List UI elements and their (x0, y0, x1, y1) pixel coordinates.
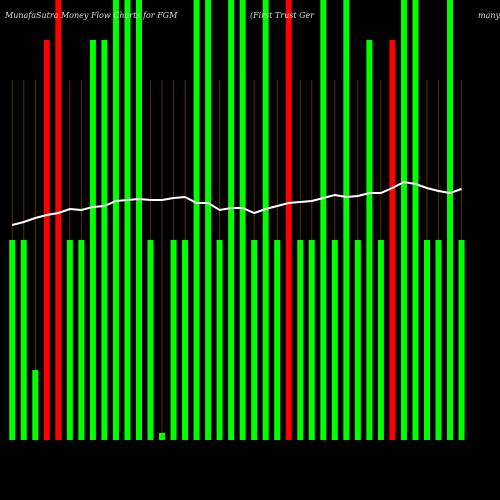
bar (412, 0, 419, 440)
chart-subtitle-end: many (478, 11, 500, 20)
bar (377, 240, 384, 440)
bar (101, 40, 108, 440)
bar (435, 240, 442, 440)
bar (20, 240, 27, 440)
bar (147, 240, 154, 440)
bar (331, 240, 338, 440)
bar (251, 240, 258, 440)
chart-subtitle: (First Trust Ger (250, 11, 315, 20)
bar (124, 0, 131, 440)
bar (343, 0, 350, 440)
bar (55, 0, 62, 440)
bar (32, 370, 39, 440)
bar (285, 0, 292, 440)
bar (423, 240, 430, 440)
bar (205, 0, 212, 440)
bar (228, 0, 235, 440)
bar (66, 240, 73, 440)
bar (400, 0, 407, 440)
bar (458, 240, 465, 440)
bar (447, 0, 454, 440)
bar (9, 240, 16, 440)
bar (112, 0, 119, 440)
bar (389, 40, 396, 440)
bar (274, 240, 281, 440)
line (12, 180, 462, 226)
bar (170, 240, 177, 440)
bar (43, 40, 50, 440)
bar (89, 40, 96, 440)
chart-title: MunafaSutra Money Flow Charts for FGM (4, 11, 178, 20)
plot-area (9, 0, 465, 440)
bar (354, 240, 361, 440)
bar (193, 0, 200, 440)
bar (262, 0, 269, 440)
bar (320, 0, 327, 440)
bar (216, 240, 223, 440)
bar (135, 0, 142, 440)
bar (239, 0, 246, 440)
bar (159, 433, 166, 440)
bar (297, 240, 304, 440)
bar (308, 240, 315, 440)
bar (78, 240, 85, 440)
bar (366, 40, 373, 440)
bar (182, 240, 189, 440)
